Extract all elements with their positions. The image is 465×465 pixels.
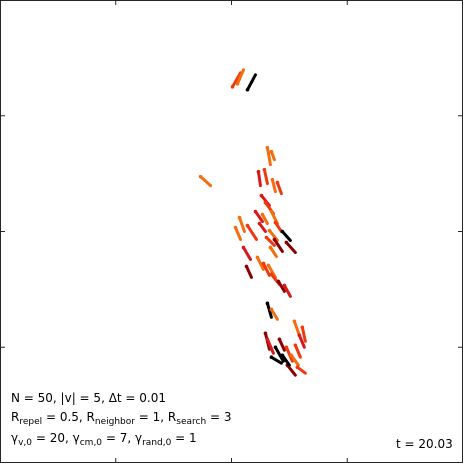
agent-trail xyxy=(237,216,246,233)
agent-trail xyxy=(235,68,245,86)
agent-head xyxy=(282,283,287,288)
agent-head xyxy=(266,263,271,268)
agent-trail xyxy=(241,245,252,261)
agent-swarm xyxy=(198,68,307,377)
agent-trail xyxy=(280,230,292,242)
agent-trail xyxy=(199,175,213,188)
agent-head xyxy=(263,331,268,336)
agent-trail xyxy=(268,245,278,258)
agent-head xyxy=(280,229,285,234)
params-line-2: Rrepel = 0.5, Rneighbor = 1, Rsearch = 3 xyxy=(11,410,232,427)
agent-trail xyxy=(289,353,300,367)
agent-trail xyxy=(280,353,291,367)
agent-trail xyxy=(266,263,277,279)
agent-trail xyxy=(245,73,257,92)
agent-trail xyxy=(273,345,285,363)
agent-trail xyxy=(275,181,283,196)
agent-trail xyxy=(231,71,242,89)
agent-trail xyxy=(261,261,271,277)
agent-head xyxy=(277,337,282,342)
agent-trail xyxy=(282,283,292,298)
agent-trail xyxy=(233,226,242,241)
agent-head xyxy=(263,200,268,205)
agent-head xyxy=(293,343,298,348)
agent-head xyxy=(272,237,277,242)
agent-head xyxy=(289,353,294,358)
time-readout: t = 20.03 xyxy=(396,437,453,451)
agent-head xyxy=(268,245,273,250)
agent-head xyxy=(259,193,264,198)
agent-head xyxy=(257,221,262,226)
agent-head xyxy=(241,245,246,250)
agent-trail xyxy=(265,337,275,355)
agent-head xyxy=(269,209,274,214)
agent-head xyxy=(270,177,275,182)
agent-trail xyxy=(273,221,283,233)
agent-trail xyxy=(269,355,283,365)
agent-head xyxy=(233,225,238,230)
agent-head xyxy=(235,82,240,86)
agent-trail xyxy=(244,264,253,279)
agent-trail xyxy=(293,343,302,359)
agent-head xyxy=(273,220,278,225)
agent-trail xyxy=(262,168,269,186)
agent-trail xyxy=(256,170,262,188)
agent-head xyxy=(198,174,203,179)
agent-head xyxy=(284,345,289,350)
agent-head xyxy=(269,272,274,277)
agent-trail xyxy=(272,237,284,253)
agent-head xyxy=(244,264,249,269)
agent-trail xyxy=(264,235,276,247)
agent-head xyxy=(269,149,274,154)
agent-head xyxy=(237,215,242,220)
agent-head xyxy=(262,167,267,172)
agent-head xyxy=(264,235,269,240)
agent-head xyxy=(265,145,270,150)
agent-trail xyxy=(277,337,286,352)
agent-trail xyxy=(297,333,306,349)
agent-head xyxy=(292,319,297,324)
agent-head xyxy=(265,301,270,306)
agent-head xyxy=(276,279,281,284)
agent-head xyxy=(280,353,285,358)
agent-head xyxy=(253,209,258,214)
agent-head xyxy=(261,261,266,266)
agent-head xyxy=(297,333,302,338)
agent-head xyxy=(245,88,250,92)
agent-head xyxy=(255,255,260,260)
agent-trail xyxy=(292,319,301,337)
agent-trail xyxy=(284,240,297,254)
agent-head xyxy=(275,180,280,185)
agent-trail xyxy=(265,301,273,319)
params-line-1: N = 50, |v| = 5, Δt = 0.01 xyxy=(11,391,167,405)
agent-head xyxy=(295,365,300,370)
agent-head xyxy=(300,325,305,330)
agent-head xyxy=(265,337,270,342)
agent-trail xyxy=(270,178,277,194)
agent-trail xyxy=(269,307,279,321)
agent-trail xyxy=(300,325,307,343)
agent-trail xyxy=(285,363,297,377)
agent-head xyxy=(284,240,289,245)
params-line-3: γv,0 = 20, γcm,0 = 7, γrand,0 = 1 xyxy=(11,431,197,448)
agent-head xyxy=(267,228,272,233)
agent-trail xyxy=(253,210,264,224)
agent-head xyxy=(260,212,265,217)
agent-trail xyxy=(245,224,258,241)
agent-trail xyxy=(265,146,272,167)
agent-head xyxy=(256,169,261,174)
agent-trail xyxy=(284,345,294,363)
agent-head xyxy=(273,345,278,350)
agent-head xyxy=(245,223,250,228)
agent-head xyxy=(269,307,274,312)
agent-trail xyxy=(276,279,286,293)
agent-head xyxy=(269,355,274,360)
agent-head xyxy=(230,85,235,89)
agent-trail xyxy=(255,255,265,271)
